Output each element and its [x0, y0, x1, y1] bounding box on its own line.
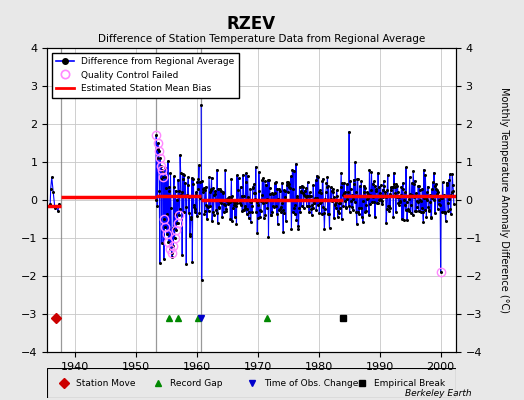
Text: Empirical Break: Empirical Break [374, 378, 445, 388]
Text: Record Gap: Record Gap [170, 378, 222, 388]
Legend: Difference from Regional Average, Quality Control Failed, Estimated Station Mean: Difference from Regional Average, Qualit… [52, 52, 239, 98]
Text: Station Move: Station Move [76, 378, 135, 388]
Y-axis label: Monthly Temperature Anomaly Difference (°C): Monthly Temperature Anomaly Difference (… [499, 87, 509, 313]
Text: Difference of Station Temperature Data from Regional Average: Difference of Station Temperature Data f… [99, 34, 425, 44]
Text: Berkeley Earth: Berkeley Earth [405, 389, 472, 398]
Title: RZEV: RZEV [227, 14, 276, 32]
Text: Time of Obs. Change: Time of Obs. Change [264, 378, 358, 388]
